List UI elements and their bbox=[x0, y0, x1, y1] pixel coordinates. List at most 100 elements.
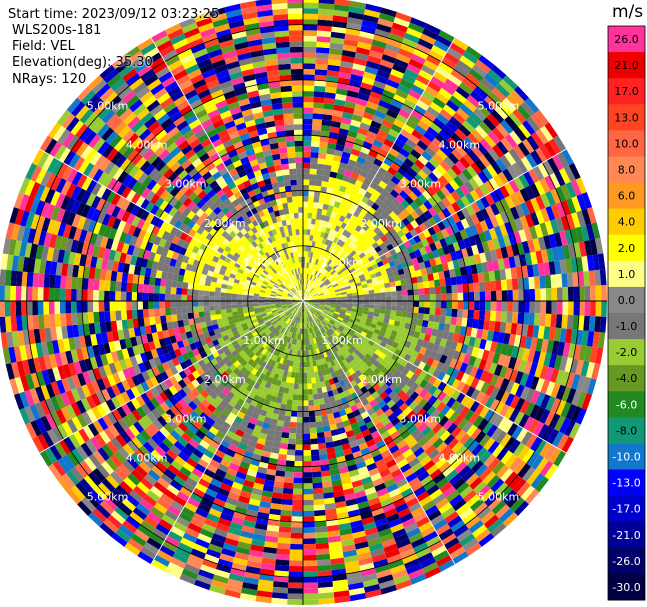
velocity-cell bbox=[306, 361, 310, 368]
velocity-cell bbox=[407, 438, 418, 449]
velocity-cell bbox=[551, 154, 564, 171]
velocity-cell bbox=[76, 386, 86, 400]
velocity-cell bbox=[278, 326, 284, 333]
velocity-cell bbox=[335, 88, 348, 96]
velocity-cell bbox=[21, 301, 27, 316]
velocity-cell bbox=[402, 406, 413, 416]
velocity-cell bbox=[492, 144, 505, 159]
velocity-cell bbox=[434, 179, 445, 190]
velocity-cell bbox=[550, 368, 560, 383]
velocity-cell bbox=[328, 457, 338, 465]
velocity-cell bbox=[354, 541, 369, 550]
velocity-cell bbox=[465, 46, 482, 60]
velocity-cell bbox=[481, 329, 489, 341]
velocity-cell bbox=[355, 328, 363, 335]
velocity-cell bbox=[407, 167, 418, 178]
velocity-cell bbox=[354, 331, 361, 338]
velocity-cell bbox=[240, 587, 258, 596]
velocity-cell bbox=[55, 379, 66, 395]
velocity-cell bbox=[318, 358, 324, 366]
velocity-cell bbox=[517, 123, 532, 139]
velocity-cell bbox=[304, 262, 307, 268]
velocity-cell bbox=[316, 432, 325, 439]
velocity-cell bbox=[376, 69, 391, 80]
velocity-cell bbox=[322, 319, 328, 325]
velocity-cell bbox=[210, 358, 218, 366]
velocity-cell bbox=[267, 345, 273, 352]
velocity-cell bbox=[307, 293, 312, 298]
velocity-cell bbox=[249, 313, 256, 319]
velocity-cell bbox=[476, 242, 485, 254]
velocity-cell bbox=[316, 553, 331, 561]
velocity-cell bbox=[436, 230, 445, 241]
velocity-cell bbox=[390, 430, 401, 441]
velocity-cell bbox=[204, 369, 213, 378]
velocity-cell bbox=[278, 526, 292, 533]
velocity-cell bbox=[589, 238, 598, 256]
velocity-cell bbox=[434, 314, 441, 323]
velocity-cell bbox=[285, 348, 291, 355]
velocity-cell bbox=[487, 147, 500, 162]
velocity-cell bbox=[575, 226, 585, 243]
velocity-cell bbox=[316, 30, 332, 38]
velocity-cell bbox=[235, 447, 246, 456]
velocity-cell bbox=[314, 277, 319, 283]
velocity-cell bbox=[442, 245, 451, 255]
velocity-cell bbox=[378, 64, 393, 74]
velocity-cell bbox=[230, 407, 240, 416]
velocity-cell bbox=[212, 378, 221, 387]
velocity-cell bbox=[405, 278, 413, 285]
velocity-cell bbox=[424, 415, 435, 427]
velocity-cell bbox=[326, 447, 336, 454]
velocity-cell bbox=[373, 267, 381, 274]
velocity-cell bbox=[350, 336, 357, 343]
velocity-cell bbox=[205, 320, 213, 327]
velocity-cell bbox=[312, 107, 324, 115]
velocity-cell bbox=[290, 320, 294, 327]
velocity-cell bbox=[347, 301, 353, 304]
velocity-cell bbox=[263, 336, 270, 343]
velocity-cell bbox=[314, 354, 319, 361]
velocity-cell bbox=[236, 363, 244, 371]
velocity-cell bbox=[251, 487, 263, 496]
velocity-cell bbox=[518, 413, 530, 429]
velocity-cell bbox=[334, 330, 340, 337]
velocity-cell bbox=[309, 235, 314, 241]
velocity-cell bbox=[371, 332, 379, 339]
velocity-cell bbox=[332, 15, 348, 23]
velocity-cell bbox=[369, 297, 375, 301]
velocity-cell bbox=[246, 422, 256, 430]
velocity-cell bbox=[298, 339, 301, 346]
velocity-cell bbox=[458, 507, 474, 521]
velocity-cell bbox=[403, 434, 415, 445]
velocity-cell bbox=[405, 497, 420, 508]
velocity-cell bbox=[296, 361, 300, 368]
velocity-cell bbox=[365, 438, 376, 448]
velocity-cell bbox=[435, 301, 442, 309]
velocity-cell bbox=[356, 437, 366, 446]
velocity-cell bbox=[414, 159, 425, 170]
velocity-cell bbox=[56, 424, 69, 440]
velocity-cell bbox=[293, 338, 297, 345]
velocity-cell bbox=[509, 193, 521, 207]
velocity-cell bbox=[181, 506, 196, 518]
velocity-cell bbox=[551, 340, 560, 355]
velocity-cell bbox=[340, 309, 347, 313]
velocity-cell bbox=[176, 307, 183, 315]
velocity-cell bbox=[285, 310, 291, 315]
velocity-cell bbox=[215, 468, 227, 478]
velocity-cell bbox=[342, 278, 349, 283]
velocity-cell bbox=[413, 447, 425, 458]
velocity-cell bbox=[342, 319, 349, 324]
velocity-cell bbox=[183, 563, 200, 575]
velocity-cell bbox=[333, 490, 345, 498]
velocity-cell bbox=[315, 376, 321, 383]
velocity-cell bbox=[306, 311, 309, 317]
velocity-cell bbox=[277, 325, 283, 332]
velocity-cell bbox=[535, 250, 544, 264]
velocity-cell bbox=[310, 289, 316, 294]
velocity-cell bbox=[362, 268, 369, 274]
velocity-cell bbox=[472, 415, 484, 428]
velocity-cell bbox=[384, 206, 393, 215]
velocity-cell bbox=[334, 311, 340, 315]
